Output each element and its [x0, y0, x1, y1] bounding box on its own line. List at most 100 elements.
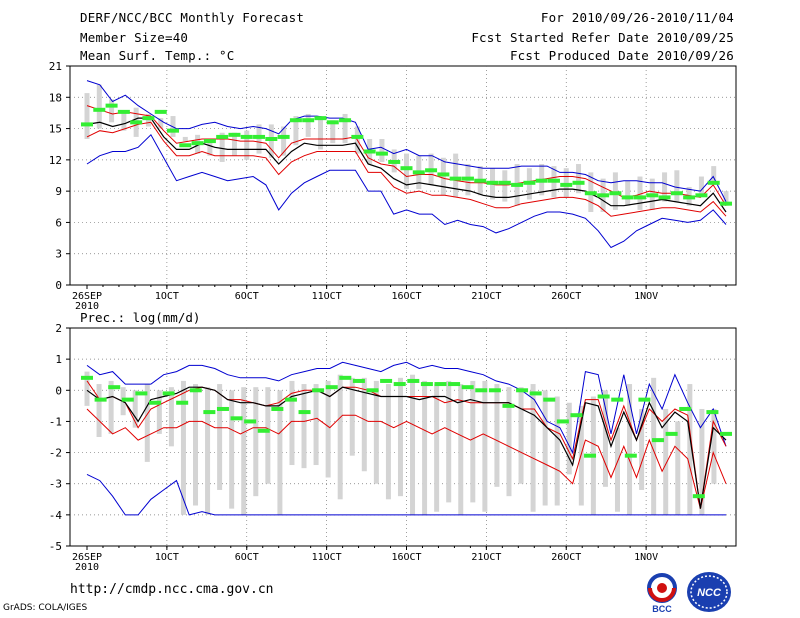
prec-spread-box	[530, 384, 536, 512]
prec-xtick-label: 1NOV	[634, 552, 658, 563]
prec-spread-box	[602, 390, 608, 487]
temp-ensemble-mark	[461, 176, 474, 181]
grads-credit: GrADS: COLA/IGES	[3, 603, 88, 613]
prec-ensemble-mark	[706, 410, 719, 415]
temp-ensemble-mark	[154, 109, 167, 114]
temp-ensemble-mark	[683, 195, 696, 200]
prec-spread-box	[566, 402, 572, 475]
prec-spread-box	[96, 384, 102, 437]
prec-ensemble-mark	[352, 378, 365, 383]
temp-ensemble-mark	[142, 116, 155, 121]
prec-ensemble-mark	[556, 419, 569, 424]
prec-ensemble-mark	[638, 397, 651, 402]
prec-ensemble-mark	[434, 382, 447, 387]
temp-spread-box	[244, 130, 250, 160]
temp-spread-box	[625, 180, 631, 206]
temp-ensemble-mark	[720, 201, 732, 206]
prec-ensemble-mark	[216, 406, 229, 411]
temp-ensemble-mark	[486, 180, 499, 185]
temp-spread-box	[182, 136, 188, 142]
temp-spread-box	[404, 153, 409, 190]
temp-ensemble-mark	[523, 180, 536, 185]
refer-date: Fcst Started Refer Date 2010/09/25	[471, 30, 734, 45]
temp-xtick-label: 1OCT	[155, 291, 179, 302]
prec-spread-box	[193, 384, 199, 506]
temperature-panel: 0 3 6 9 12 15 18 21 26SEP 1OCT 6OCT 11OCT 16OCT 21OCT…	[49, 60, 737, 312]
temp-spread-box	[711, 166, 717, 185]
temp-spread-box	[453, 153, 459, 198]
prec-spread-box	[301, 384, 307, 469]
source-url[interactable]: http://cmdp.ncc.cma.gov.cn	[70, 582, 274, 597]
temp-xtick-label: 1NOV	[634, 291, 658, 302]
temp-ensemble-mark	[597, 193, 610, 198]
temp-spread-box	[219, 132, 225, 162]
temp-ensemble-mark	[670, 191, 683, 196]
prec-ensemble-mark	[94, 397, 107, 402]
prec-spread-box	[639, 408, 645, 490]
prec-ensemble-mark	[502, 403, 515, 408]
prec-ensemble-mark	[380, 378, 393, 383]
prec-spread-box	[241, 387, 247, 515]
prec-spread-box	[325, 380, 331, 478]
temp-ensemble-mark	[265, 137, 278, 141]
temp-ensemble-mark	[609, 191, 622, 196]
ncc-logo: NCC	[687, 572, 731, 612]
temp-spread-box	[84, 93, 90, 139]
prec-xtick-label: 11OCT	[312, 552, 342, 563]
prec-spread-box	[229, 390, 235, 509]
prec-spread-box	[482, 380, 488, 512]
temp-spread-box	[109, 99, 115, 123]
temp-ensemble-mark	[658, 195, 671, 200]
temp-ensemble-mark	[326, 120, 339, 125]
precipitation-panel: -5 -4 -3 -2 -1 0 1 2 26SEP 1OCT 6OCT 11OCT 16OCT 21OC…	[49, 310, 737, 573]
prec-spread-box	[651, 377, 657, 515]
temp-ensemble-mark	[560, 182, 573, 187]
prec-spread-box	[397, 377, 403, 497]
temp-spread-box	[96, 84, 102, 129]
prec-spread-box	[132, 390, 138, 428]
prec-spread-box	[373, 380, 379, 484]
prec-xtick-label: 26SEP	[72, 552, 102, 563]
temp-spread-box	[268, 124, 274, 158]
temp-ensemble-mark	[240, 134, 253, 139]
temp-spread-box	[121, 111, 127, 131]
prec-spread-box	[711, 408, 717, 484]
temp-ensemble-mark	[339, 118, 352, 123]
temp-ensemble-mark	[511, 182, 524, 187]
prec-ytick-label: -4	[49, 509, 63, 522]
temp-ensemble-mark	[351, 134, 364, 139]
temp-ensemble-mark	[646, 193, 659, 198]
temp-ytick-label: 18	[49, 91, 62, 104]
temp-ytick-label: 3	[55, 248, 62, 261]
temp-ensemble-mark	[363, 149, 376, 154]
prec-ytick-label: 0	[55, 384, 62, 397]
prec-spread-box	[675, 421, 681, 515]
variable-label: Mean Surf. Temp.: °C	[80, 48, 235, 63]
ncc-logo-text: NCC	[697, 587, 722, 599]
prec-ensemble-mark	[148, 400, 161, 405]
temp-spread-box	[723, 191, 729, 206]
temp-xtick-label: 16OCT	[391, 291, 421, 302]
prec-spread-box	[253, 387, 259, 497]
temp-spread-box	[293, 116, 299, 146]
temp-spread-box	[612, 172, 618, 210]
prec-spread-box	[494, 384, 500, 487]
temp-ensemble-mark	[633, 195, 646, 200]
prec-spread-box	[289, 380, 295, 466]
prec-ensemble-mark	[665, 431, 678, 436]
temp-ytick-label: 12	[49, 154, 62, 167]
prec-ensemble-mark	[366, 388, 379, 393]
prec-ensemble-mark	[271, 406, 284, 411]
temp-spread-box	[576, 164, 582, 194]
temp-ensemble-mark	[695, 193, 708, 198]
temp-max-line	[86, 80, 727, 202]
prec-max-line	[86, 361, 727, 455]
temp-ensemble-mark	[216, 134, 229, 139]
prec-spread-box	[554, 396, 560, 506]
prec-ensemble-mark	[488, 388, 501, 393]
temp-ensemble-mark	[117, 109, 130, 114]
temp-spread-box	[674, 170, 680, 202]
temp-xtick-label: 21OCT	[471, 291, 501, 302]
temp-xtick-label: 26SEP	[72, 291, 102, 302]
